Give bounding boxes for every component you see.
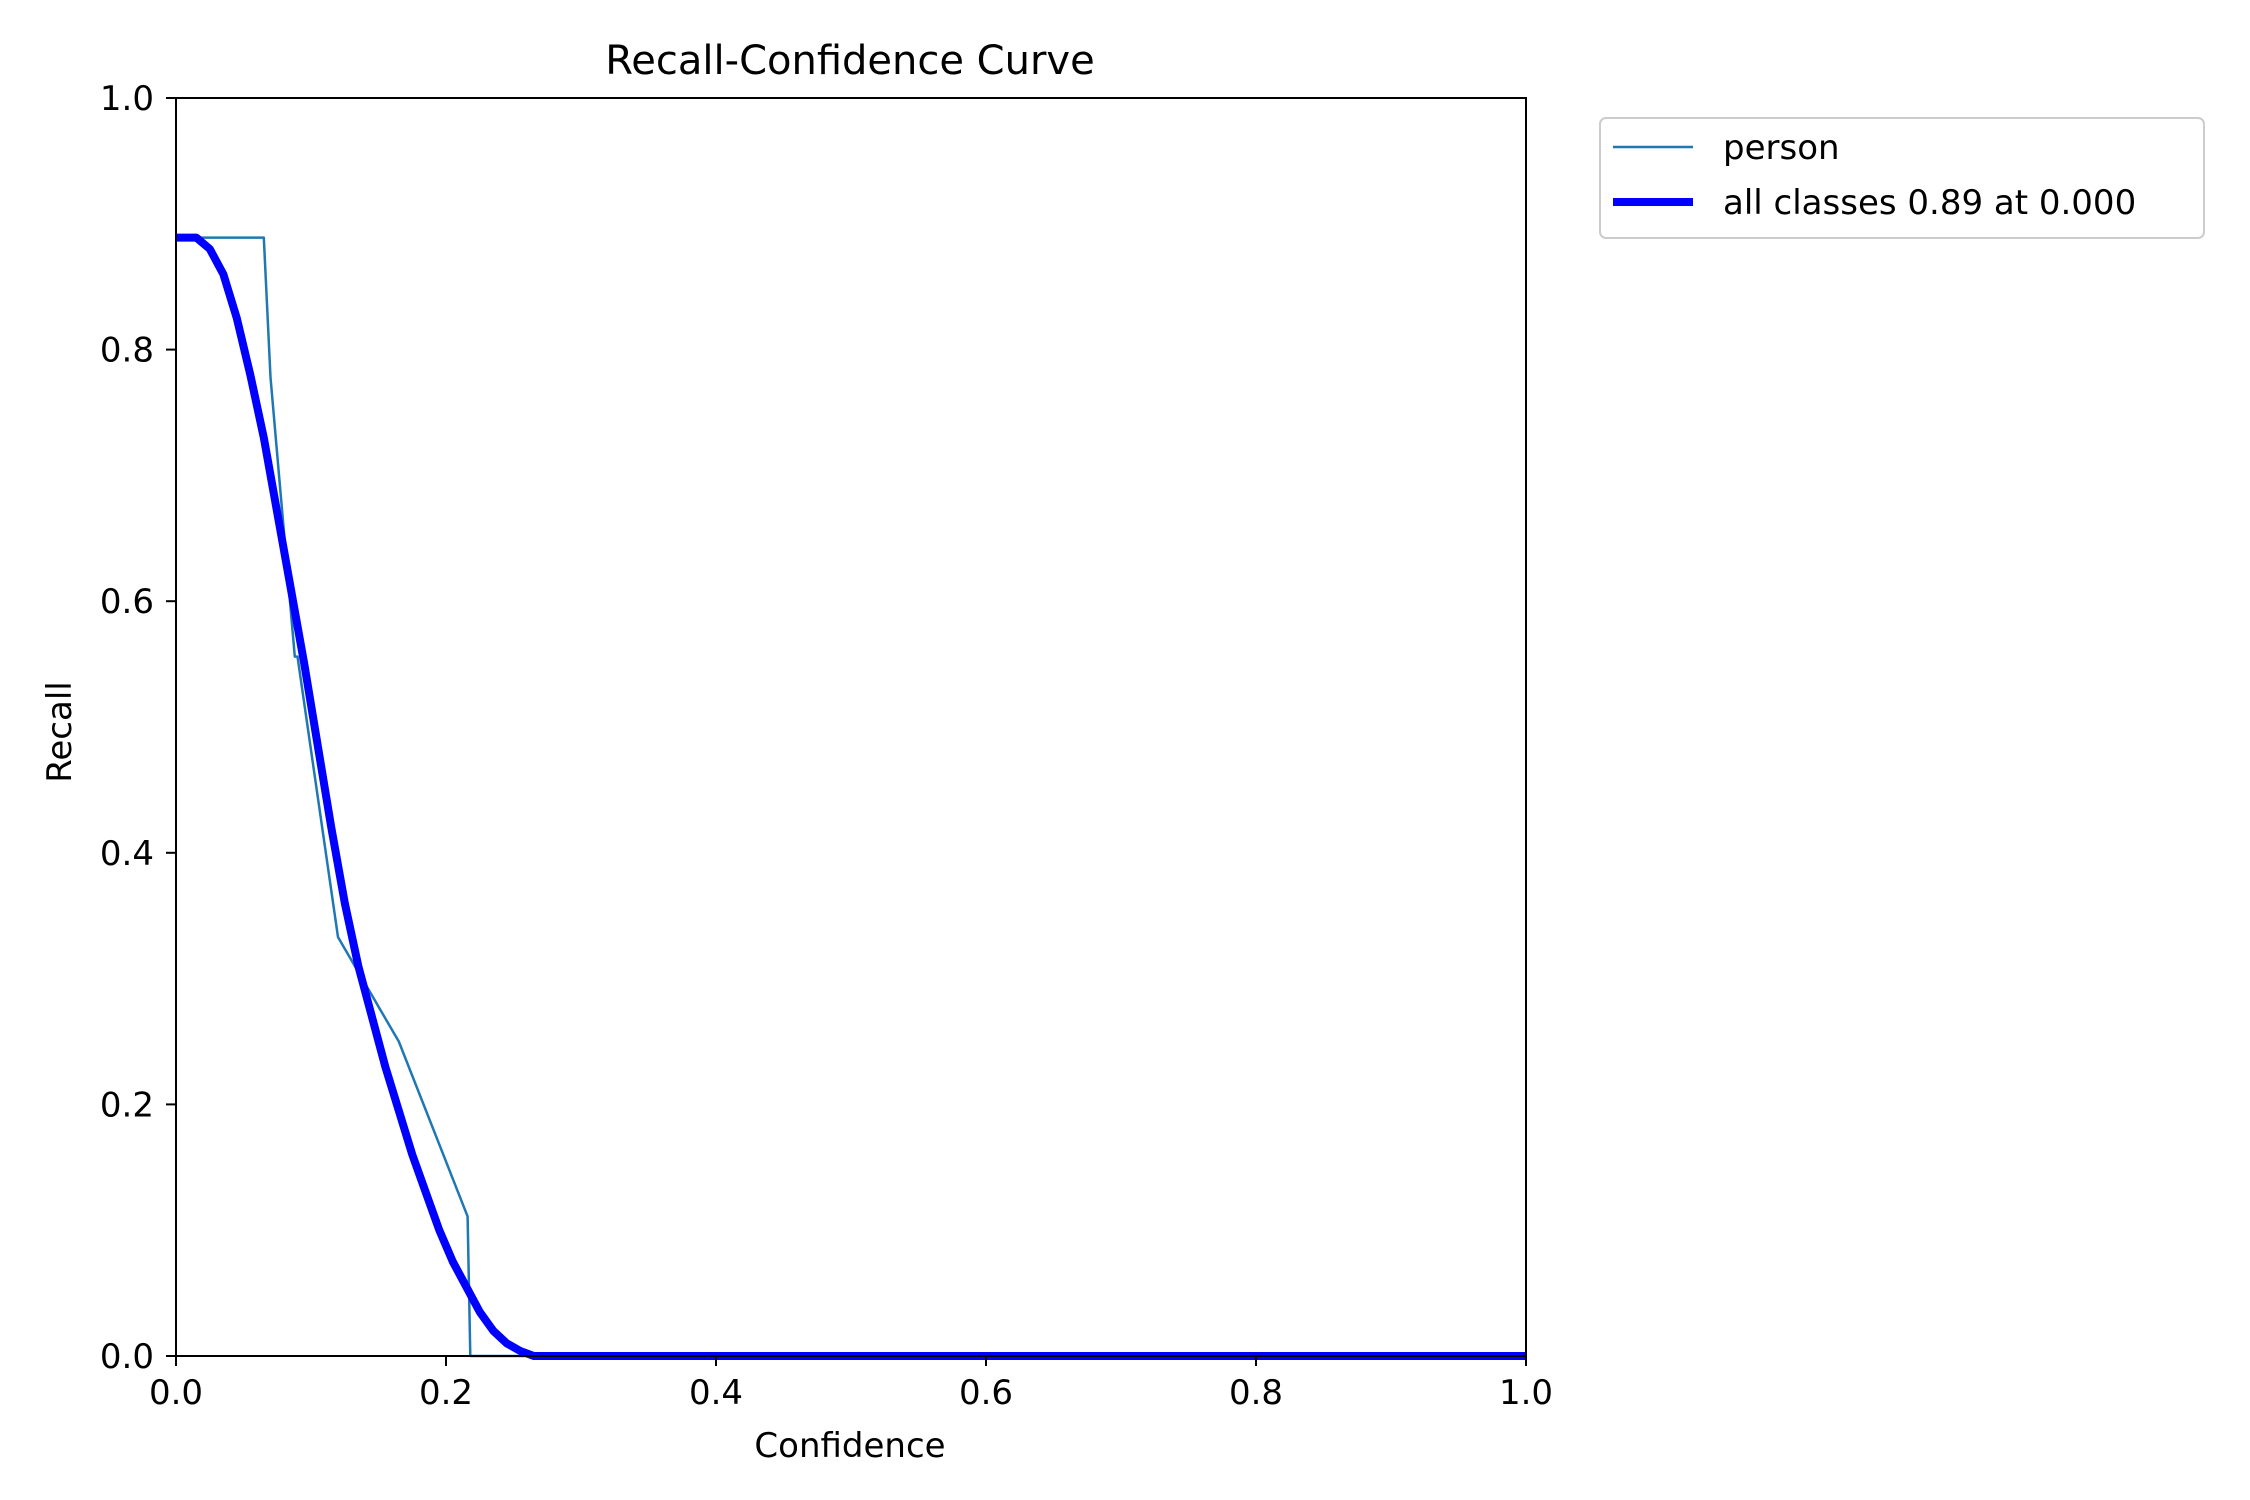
x-tick-label: 0.0 — [149, 1373, 203, 1413]
y-tick-label: 0.2 — [100, 1085, 154, 1125]
legend: person all classes 0.89 at 0.000 — [1599, 117, 2205, 239]
y-tick-label: 0.0 — [100, 1337, 154, 1377]
x-tick-label: 1.0 — [1499, 1373, 1553, 1413]
legend-frame — [1599, 117, 2205, 239]
series-line-all-classes — [176, 233, 1526, 1360]
x-axis-label: Confidence — [754, 1426, 945, 1466]
x-tick-label: 0.2 — [419, 1373, 473, 1413]
y-tick-label: 0.6 — [100, 582, 154, 622]
chart-title: Recall-Confidence Curve — [605, 38, 1094, 84]
plot-area — [175, 97, 1527, 1360]
y-tick-label: 0.4 — [100, 834, 154, 874]
y-axis-label: Recall — [40, 681, 80, 782]
axes-frame — [175, 97, 1527, 1357]
x-tick-label: 0.6 — [959, 1373, 1013, 1413]
x-tick-label: 0.8 — [1229, 1373, 1283, 1413]
y-tick-label: 1.0 — [100, 79, 154, 119]
y-tick-label: 0.8 — [100, 331, 154, 371]
legend-label-person: person — [1723, 128, 1840, 168]
x-tick-label: 0.4 — [689, 1373, 743, 1413]
series-line-person — [176, 236, 1526, 1358]
axis-ticks: 0.0 0.2 0.4 0.6 0.8 1.0 0.0 0.2 0.4 0.6 0.8 1.0 — [100, 79, 1553, 1413]
legend-label-all-classes: all classes 0.89 at 0.000 — [1723, 183, 2136, 223]
